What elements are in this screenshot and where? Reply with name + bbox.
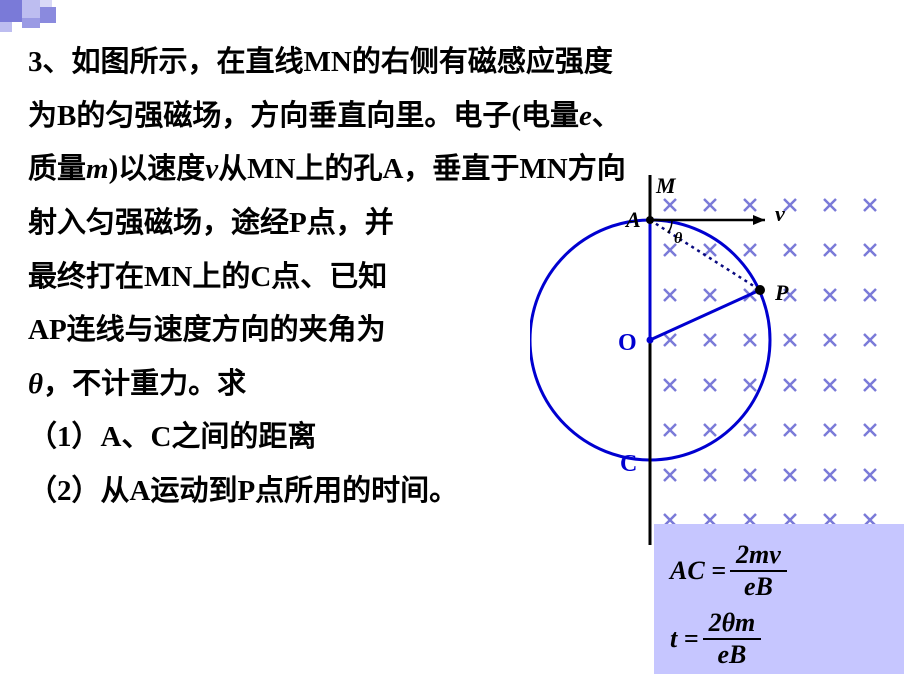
equation-ac: AC = 2mv eB (670, 540, 888, 602)
equation-t: t = 2θm eB (670, 608, 888, 670)
corner-decoration (0, 0, 70, 32)
line-2: 为B的匀强磁场，方向垂直向里。电子(电量e、 (28, 90, 892, 144)
physics-diagram: MNAvPOCθ (530, 175, 910, 555)
svg-text:P: P (774, 280, 789, 305)
svg-text:C: C (620, 451, 637, 477)
svg-text:A: A (624, 207, 641, 232)
svg-text:M: M (655, 175, 677, 198)
svg-text:v: v (775, 201, 785, 226)
line-1: 3、如图所示，在直线MN的右侧有磁感应强度 (28, 36, 892, 90)
line-7: θ，不计重力。求 (28, 358, 528, 412)
line-5: 最终打在MN上的C点、已知 (28, 251, 528, 305)
line-6: AP连线与速度方向的夹角为 (28, 304, 528, 358)
svg-text:O: O (618, 330, 637, 356)
svg-text:θ: θ (674, 230, 683, 247)
line-8: （1）A、C之间的距离 (28, 411, 528, 465)
answers-box: AC = 2mv eB t = 2θm eB (654, 524, 904, 674)
line-4: 射入匀强磁场，途经P点，并 (28, 197, 528, 251)
